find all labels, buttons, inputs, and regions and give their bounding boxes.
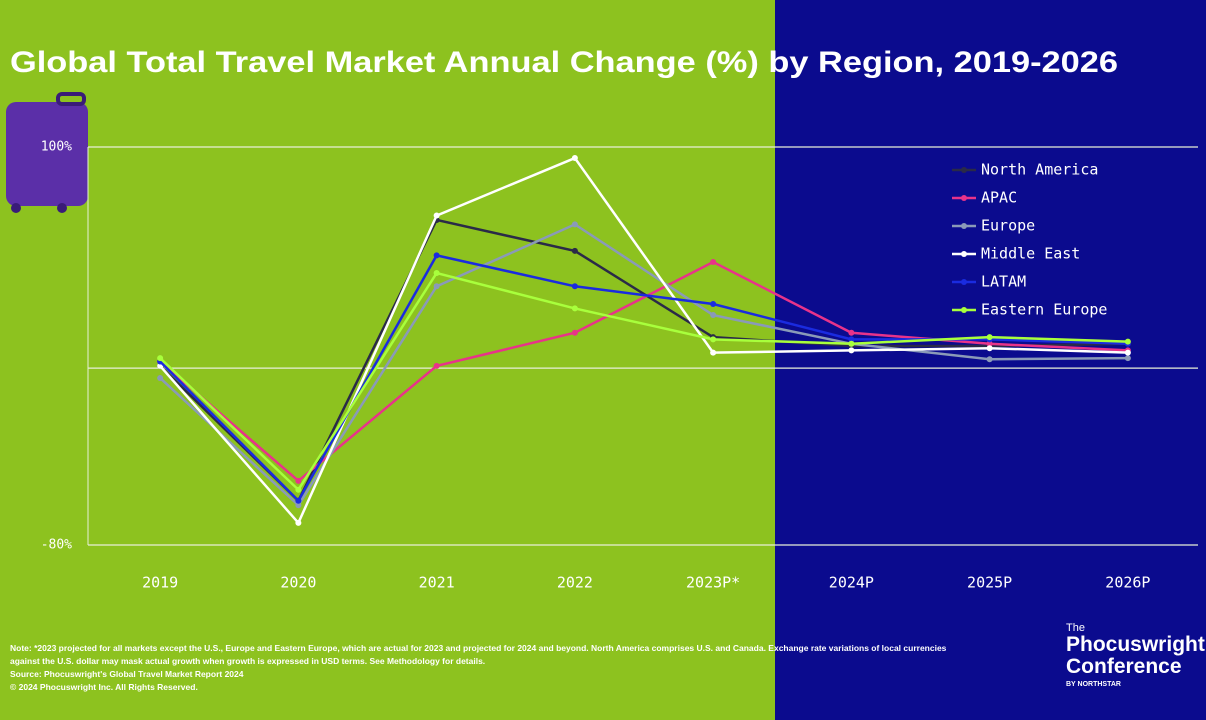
x-tick-label: 2022 (557, 574, 593, 592)
point (848, 347, 855, 354)
point (1124, 349, 1131, 356)
x-tick-label: 2021 (419, 574, 455, 592)
legend-label: Eastern Europe (981, 301, 1107, 319)
point (571, 155, 578, 162)
point (710, 258, 717, 265)
notes: Note: *2023 projected for all markets ex… (10, 642, 960, 694)
point (848, 329, 855, 336)
legend-label: North America (981, 161, 1098, 179)
footer-text: The (1066, 622, 1085, 634)
legend-label: Middle East (981, 245, 1080, 263)
point (710, 312, 717, 319)
point (1124, 338, 1131, 345)
x-tick-label: 2020 (280, 574, 316, 592)
point (986, 334, 993, 341)
point (295, 519, 302, 526)
point (157, 355, 164, 362)
point (433, 212, 440, 219)
point (986, 356, 993, 363)
footer-text: BY NORTHSTAR (1066, 681, 1121, 688)
footer-text: Source: Phocuswright's Global Travel Mar… (10, 669, 244, 679)
point (1124, 355, 1131, 362)
point (571, 329, 578, 336)
x-tick-label: 2026P (1105, 574, 1150, 592)
point (157, 375, 164, 382)
x-tick-label: 2019 (142, 574, 178, 592)
footer-text: Note: *2023 projected for all markets ex… (10, 643, 947, 666)
y-tick-label: -80% (41, 538, 72, 553)
series-line (159, 271, 1128, 492)
chart-title: Global Total Travel Market Annual Change… (10, 46, 1118, 79)
point (848, 340, 855, 347)
suitcase (6, 92, 88, 213)
legend-marker (961, 223, 967, 229)
point (295, 477, 302, 484)
legend-marker (961, 307, 967, 313)
logo: The Phocuswright Conference BY NORTHSTAR (1066, 622, 1205, 692)
legend-marker (961, 195, 967, 201)
point (571, 305, 578, 312)
footer-text: Phocuswright (1066, 633, 1205, 656)
green-panel (0, 0, 775, 720)
point (986, 340, 993, 347)
point (295, 502, 302, 509)
point (986, 345, 993, 352)
x-tick-label: 2025P (967, 574, 1012, 592)
point (433, 270, 440, 277)
x-tick-label: 2023P* (686, 574, 740, 592)
point (433, 252, 440, 259)
point (295, 486, 302, 493)
legend-label: Europe (981, 217, 1035, 235)
footer-text: Conference (1066, 655, 1182, 678)
legend-marker (961, 251, 967, 257)
point (710, 300, 717, 307)
x-tick-label: 2024P (829, 574, 874, 592)
legend-marker (961, 279, 967, 285)
legend-marker (961, 167, 967, 173)
point (571, 283, 578, 290)
point (710, 336, 717, 343)
point (571, 221, 578, 228)
series-line (159, 156, 1128, 526)
legend-label: LATAM (981, 273, 1026, 291)
point (848, 336, 855, 343)
legend-label: APAC (981, 189, 1017, 207)
y-tick-label: 100% (41, 140, 72, 155)
point (571, 247, 578, 254)
footer-text: © 2024 Phocuswright Inc. All Rights Rese… (10, 682, 198, 692)
point (433, 283, 440, 290)
point (295, 497, 302, 504)
point (433, 362, 440, 369)
point (710, 349, 717, 356)
